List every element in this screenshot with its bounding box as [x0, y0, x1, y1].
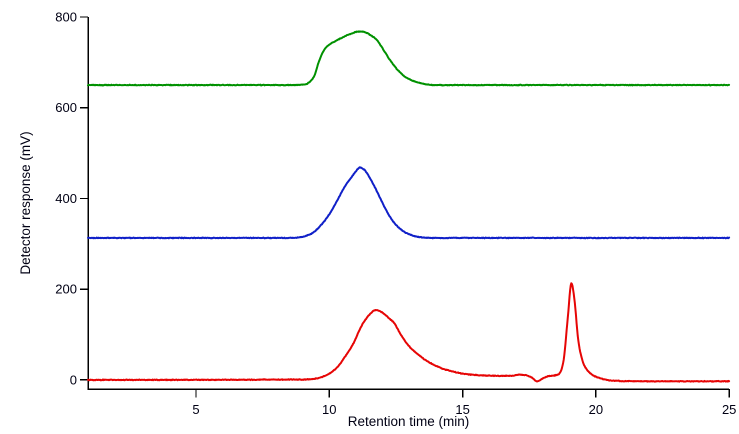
y-tick-label: 400 — [55, 191, 77, 206]
x-axis-title: Retention time (min) — [348, 414, 470, 429]
y-axis-title: Detector response (mV) — [18, 131, 33, 274]
red-chromatogram-line — [87, 282, 731, 383]
series-layer — [87, 30, 731, 383]
y-tick-label: 0 — [70, 372, 77, 387]
x-tick-label: 25 — [722, 402, 736, 417]
x-tick-label: 20 — [589, 402, 603, 417]
y-tick-label: 800 — [55, 10, 77, 25]
green-chromatogram-line — [87, 30, 731, 87]
blue-chromatogram-line — [87, 166, 731, 240]
x-tick-label: 15 — [455, 402, 469, 417]
x-tick-label: 5 — [192, 402, 199, 417]
x-tick-label: 10 — [322, 402, 336, 417]
axis-frame — [87, 17, 730, 390]
axes-layer: 5 10 15 20 25 0 200 400 600 800 — [55, 10, 736, 418]
y-tick-label: 600 — [55, 100, 77, 115]
y-tick-label: 200 — [55, 282, 77, 297]
